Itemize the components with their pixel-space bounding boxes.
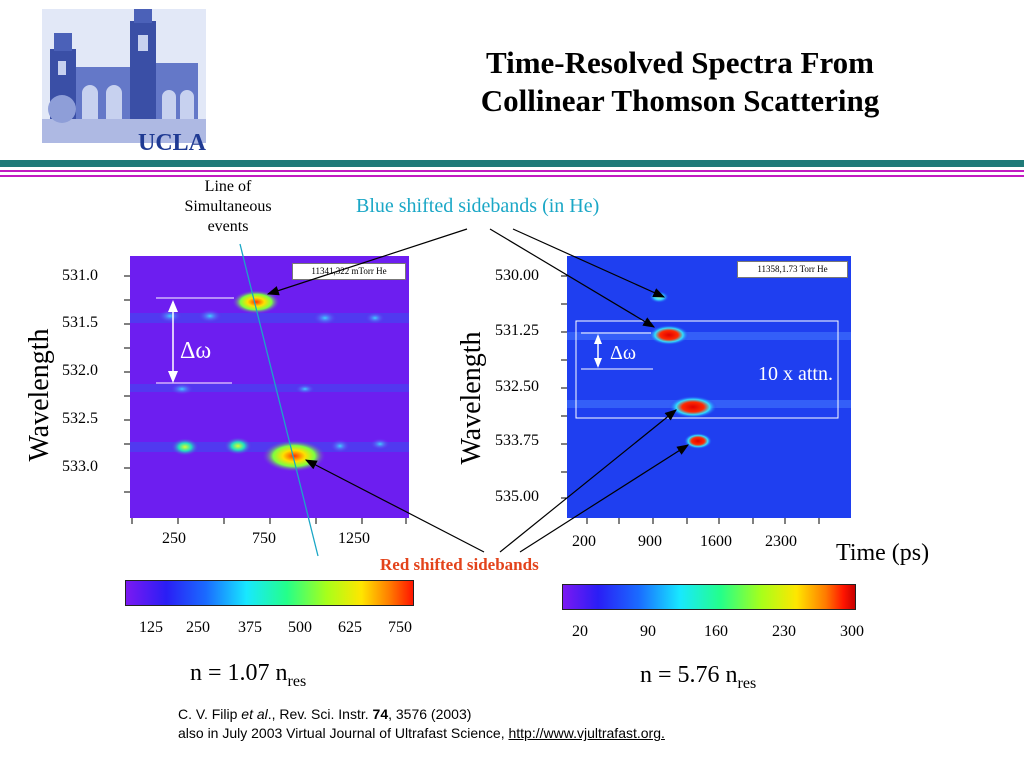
left-xtick-2: 750 (252, 530, 276, 547)
header-rule-magenta-1 (0, 170, 1024, 172)
logo-text: UCLA (137, 130, 206, 156)
left-ytick-3: 532.0 (62, 362, 98, 379)
left-ytick-2: 531.5 (62, 314, 98, 331)
left-ytick-4: 532.5 (62, 410, 98, 427)
header-rule-teal (0, 160, 1024, 167)
right-ytick-3: 532.50 (495, 378, 539, 395)
right-colorbar (562, 584, 856, 610)
citation-etal: et al (241, 706, 268, 722)
left-delta-omega: Δω (180, 338, 212, 364)
citation-url-link[interactable]: http://www.vjultrafast.org. (508, 725, 665, 741)
left-colorbar (125, 580, 414, 606)
right-density-caption: n = 5.76 nres (640, 662, 756, 693)
right-cbar-tick-2: 90 (640, 623, 656, 640)
citation-line-1: C. V. Filip et al., Rev. Sci. Instr. 74,… (178, 705, 665, 724)
right-density-main: n = 5.76 n (640, 662, 738, 688)
attenuation-label: 10 x attn. (758, 363, 833, 385)
slide-title: Time-Resolved Spectra From Collinear Tho… (440, 44, 920, 120)
left-ytick-1: 531.0 (62, 267, 98, 284)
right-cbar-tick-3: 160 (704, 623, 728, 640)
left-axis-ticks (124, 275, 407, 524)
right-ytick-1: 530.00 (495, 267, 539, 284)
title-line-1: Time-Resolved Spectra From (486, 45, 874, 80)
citation-author: C. V. Filip (178, 706, 242, 722)
left-plot-tag: 11341,322 mTorr He (292, 263, 406, 280)
left-cbar-tick-1: 125 (139, 619, 163, 636)
right-delta-omega: Δω (610, 342, 637, 364)
citation: C. V. Filip et al., Rev. Sci. Instr. 74,… (178, 705, 665, 743)
right-xtick-2: 900 (638, 533, 662, 550)
right-ytick-5: 535.00 (495, 488, 539, 505)
ucla-logo (42, 9, 206, 143)
right-xtick-4: 2300 (765, 533, 797, 550)
right-cbar-tick-5: 300 (840, 623, 864, 640)
left-cbar-tick-6: 750 (388, 619, 412, 636)
right-axis-ticks (561, 275, 820, 524)
left-cbar-tick-3: 375 (238, 619, 262, 636)
right-plot-tag: 11358,1.73 Torr He (737, 261, 848, 278)
line-of-events-label-3: events (207, 218, 249, 235)
right-ytick-4: 533.75 (495, 432, 539, 449)
right-cbar-tick-4: 230 (772, 623, 796, 640)
right-xtick-1: 200 (572, 533, 596, 550)
right-xtick-3: 1600 (700, 533, 732, 550)
left-cbar-tick-5: 625 (338, 619, 362, 636)
right-spectrum-plot (567, 256, 851, 518)
right-cbar-tick-1: 20 (572, 623, 588, 640)
left-density-sub: res (287, 672, 307, 690)
citation-journal: ., Rev. Sci. Instr. (267, 706, 373, 722)
left-cbar-tick-4: 500 (288, 619, 312, 636)
blue-shifted-label: Blue shifted sidebands (in He) (356, 195, 600, 217)
left-xtick-3: 1250 (338, 530, 370, 547)
citation-line2-text: also in July 2003 Virtual Journal of Ult… (178, 725, 509, 741)
header-rule-magenta-2 (0, 175, 1024, 177)
line-of-events-label-1: Line of (204, 178, 252, 195)
royce-hall-icon (42, 9, 206, 143)
time-axis-label: Time (ps) (836, 540, 930, 566)
red-shifted-label: Red shifted sidebands (380, 555, 539, 574)
line-of-events-label-2: Simultaneous (184, 198, 272, 215)
title-line-2: Collinear Thomson Scattering (480, 83, 880, 118)
left-density-main: n = 1.07 n (190, 660, 288, 686)
left-ytick-5: 533.0 (62, 458, 98, 475)
line-of-events-label: Line of Simultaneous events (168, 177, 288, 237)
left-density-caption: n = 1.07 nres (190, 660, 306, 691)
right-density-sub: res (737, 674, 757, 692)
citation-pages: , 3576 (2003) (388, 706, 472, 722)
citation-line-2: also in July 2003 Virtual Journal of Ult… (178, 724, 665, 743)
right-spectrum-image (567, 291, 851, 449)
left-cbar-tick-2: 250 (186, 619, 210, 636)
left-xtick-1: 250 (162, 530, 186, 547)
citation-volume: 74 (372, 706, 389, 722)
right-ytick-2: 531.25 (495, 322, 539, 339)
